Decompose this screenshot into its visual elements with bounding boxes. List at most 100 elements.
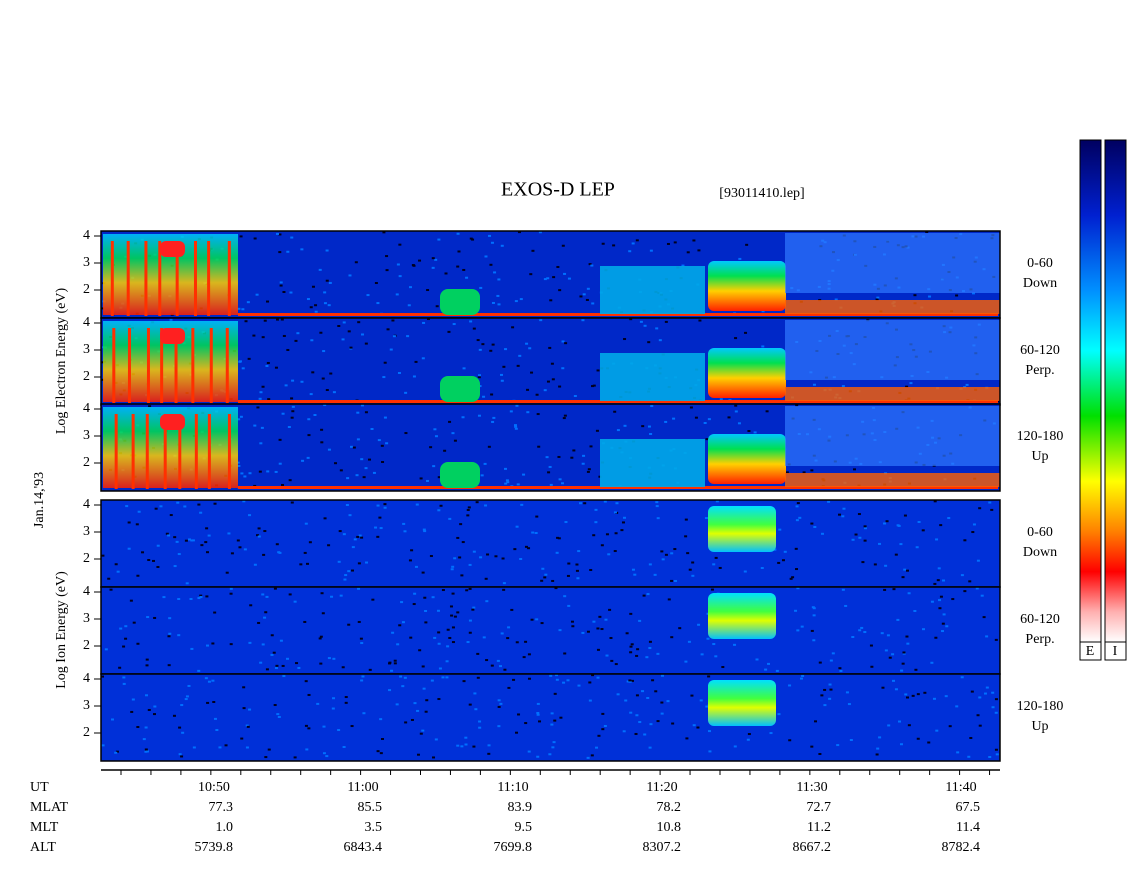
noise [629,318,633,321]
noise [857,513,861,516]
noise [374,526,378,529]
noise [327,448,331,451]
noise [448,517,452,520]
noise [985,686,989,689]
noise [273,704,277,707]
noise [184,539,188,542]
noise [291,379,295,382]
noise [451,565,455,568]
noise [628,680,632,683]
noise [718,566,722,569]
noise [474,708,478,711]
noise [905,385,909,388]
noise [519,298,523,301]
noise [464,736,468,739]
noise [275,543,279,546]
noise [358,534,362,537]
noise [823,688,827,691]
noise [274,366,278,369]
noise [451,432,455,435]
noise [424,609,428,612]
noise [935,538,939,541]
noise [527,653,531,656]
noise [344,574,348,577]
noise [314,304,318,307]
noise [436,609,440,612]
noise [404,721,408,724]
noise [863,631,867,634]
noise [213,717,217,720]
noise [414,565,418,568]
noise [546,380,550,383]
noise [142,738,146,741]
flux-region [440,376,480,402]
noise [338,530,342,533]
noise [651,679,655,682]
noise [991,691,995,694]
noise [438,667,442,670]
noise [189,597,193,600]
noise [572,449,576,452]
noise [860,626,864,629]
noise [147,708,151,711]
noise [398,243,402,246]
noise [487,752,491,755]
noise [362,476,366,479]
noise [558,385,562,388]
noise [282,334,286,337]
noise [451,641,455,644]
noise [914,668,918,671]
noise [389,348,393,351]
noise [548,346,552,349]
flux-stripe [225,328,229,403]
noise [319,635,323,638]
noise [446,628,450,631]
noise [551,746,555,749]
noise [325,755,329,758]
noise [536,711,540,714]
noise [586,470,590,473]
noise [734,404,738,407]
noise [290,236,294,239]
noise [678,627,682,630]
noise [773,548,777,551]
noise [811,606,815,609]
noise [168,617,172,620]
colorbar-label: E [1086,644,1095,659]
noise [127,521,131,524]
ephemeris-value: 10.8 [657,820,682,835]
flux-stripe [207,241,211,316]
noise [478,720,482,723]
noise [631,242,635,245]
flux-region [708,506,776,552]
flux-band [785,300,1000,314]
noise [609,636,613,639]
noise [810,522,814,525]
noise [261,385,265,388]
noise [293,600,297,603]
noise [390,669,394,672]
noise [712,643,716,646]
noise [323,291,327,294]
noise [360,458,364,461]
noise [614,532,618,535]
noise [587,468,591,471]
noise [605,654,609,657]
noise [185,582,189,585]
noise [761,345,765,348]
noise [462,680,466,683]
noise [684,660,688,663]
noise [481,343,485,346]
noise [512,678,516,681]
noise [346,477,350,480]
noise [248,472,252,475]
energy-tick-label: 3 [83,342,90,357]
noise [422,528,426,531]
noise [255,293,259,296]
noise [845,691,849,694]
noise [746,738,750,741]
energy-tick-label: 4 [83,497,90,512]
noise [229,587,233,590]
noise [570,456,574,459]
noise [301,459,305,462]
